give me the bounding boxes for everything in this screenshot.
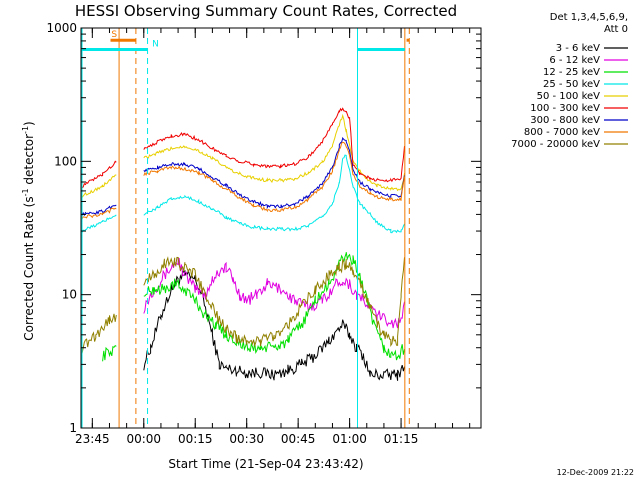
series-line-3 bbox=[102, 252, 405, 362]
x-axis-label: Start Time (21-Sep-04 23:43:42) bbox=[168, 457, 363, 471]
series-line-5 bbox=[81, 113, 405, 198]
legend-label-1: 3 - 6 keV bbox=[556, 43, 600, 54]
legend-label-2: 6 - 12 keV bbox=[549, 55, 600, 66]
y-axis-label-main: Corrected Count Rate (s bbox=[22, 196, 36, 340]
legend-label-8: 800 - 7000 keV bbox=[524, 127, 600, 138]
x-tick-label: 01:15 bbox=[384, 432, 419, 446]
y-axis-label-sup2: -1 bbox=[21, 126, 30, 134]
series-line-8 bbox=[81, 141, 405, 220]
legend-header-1: Det 1,3,4,5,6,9, bbox=[550, 12, 628, 23]
y-tick-label: 100 bbox=[54, 154, 77, 168]
y-axis-label-sup1: -1 bbox=[21, 188, 30, 196]
x-tick-label: 00:45 bbox=[281, 432, 316, 446]
legend-label-7: 300 - 800 keV bbox=[530, 115, 600, 126]
chart-title: HESSI Observing Summary Count Rates, Cor… bbox=[75, 2, 457, 20]
y-tick-label: 10 bbox=[62, 288, 77, 302]
flag-label-2: N bbox=[152, 39, 159, 49]
series-line-7 bbox=[81, 136, 405, 217]
legend-label-9: 7000 - 20000 keV bbox=[511, 139, 600, 150]
x-tick-label: 00:00 bbox=[126, 432, 161, 446]
legend-header-2: Att 0 bbox=[604, 24, 628, 35]
legend-label-4: 25 - 50 keV bbox=[543, 79, 600, 90]
footer-date: 12-Dec-2009 21:22 bbox=[557, 468, 634, 477]
legend-label-5: 50 - 100 keV bbox=[537, 91, 601, 102]
plot-clipped bbox=[81, 28, 410, 428]
series-line-6 bbox=[81, 107, 405, 189]
series-line-9 bbox=[81, 256, 405, 354]
y-axis-label-end: ) bbox=[22, 121, 36, 126]
x-tick-label: 00:30 bbox=[229, 432, 264, 446]
axes: 1 10 100 1000 23:45 00:00 00:15 00:30 00:45 01:00… bbox=[46, 21, 482, 446]
y-axis-label: Corrected Count Rate (s-1 detector-1) bbox=[21, 121, 36, 340]
y-tick-label: 1000 bbox=[46, 21, 77, 35]
series-line-2 bbox=[143, 257, 405, 329]
x-tick-label: 23:45 bbox=[75, 432, 110, 446]
legend-label-3: 12 - 25 keV bbox=[543, 67, 600, 78]
flag-label-1: S bbox=[111, 30, 117, 40]
legend-label-6: 100 - 300 keV bbox=[530, 103, 600, 114]
series-line-4 bbox=[81, 154, 405, 234]
x-tick-label: 00:15 bbox=[178, 432, 213, 446]
y-tick-label: 1 bbox=[69, 421, 77, 435]
plot-area: SN bbox=[81, 28, 410, 428]
x-tick-label: 01:00 bbox=[332, 432, 367, 446]
y-axis-label-mid: detector bbox=[22, 134, 36, 189]
